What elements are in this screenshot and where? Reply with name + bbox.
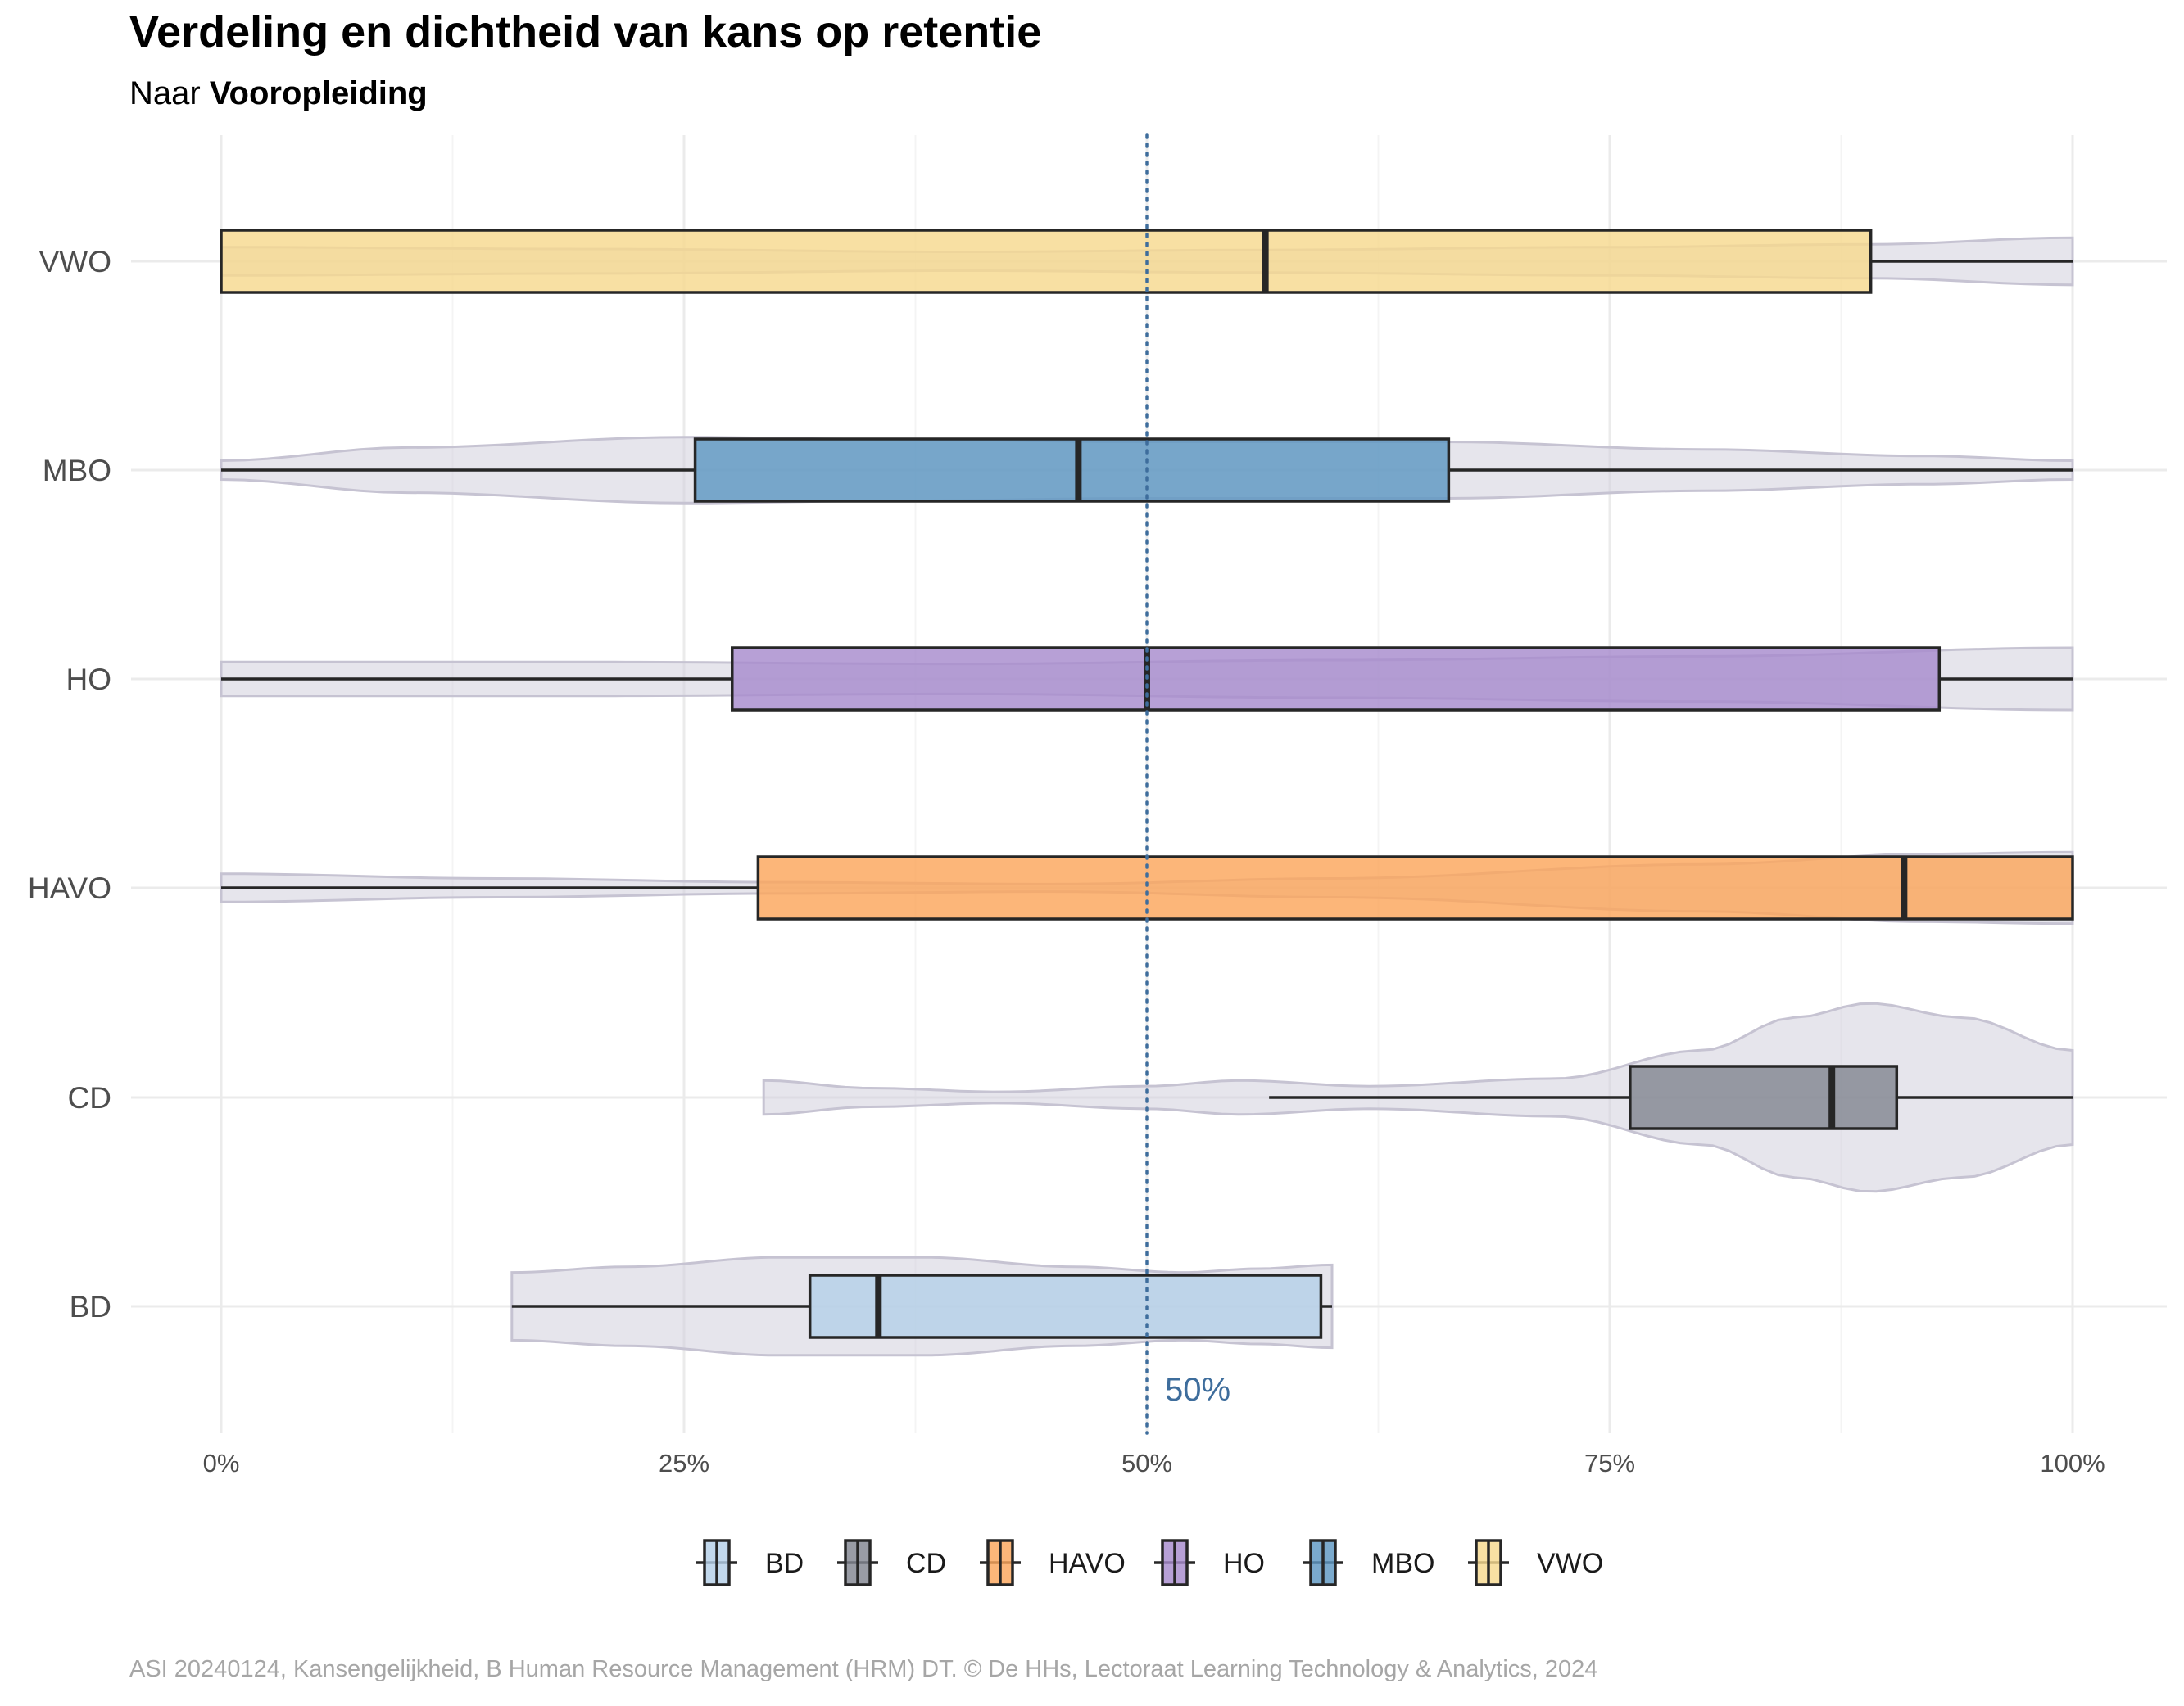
chart-title: Verdeling en dichtheid van kans op reten… (129, 7, 1042, 57)
y-axis: VWO MBO HO HAVO CD BD (28, 245, 111, 1324)
subtitle-bold: Vooropleiding (209, 75, 428, 111)
y-tick-label: VWO (39, 245, 111, 278)
y-tick-label: HAVO (28, 871, 111, 905)
grid-lines (131, 135, 2167, 1433)
chart-caption: ASI 20240124, Kansengelijkheid, B Human … (129, 1656, 1598, 1682)
reference-line-group: 50% (1145, 133, 1230, 1435)
y-tick-label: HO (66, 663, 112, 696)
box-ho (731, 646, 1942, 712)
box-cd (1629, 1065, 1899, 1130)
x-tick-label: 25% (659, 1449, 709, 1477)
legend-label: CD (906, 1548, 946, 1579)
box-mbo (693, 437, 1451, 503)
chart-subtitle: Naar Vooropleiding (129, 75, 428, 112)
y-tick-label: MBO (43, 454, 111, 487)
reference-line-label: 50% (1165, 1372, 1230, 1408)
y-tick-label: CD (68, 1081, 111, 1115)
x-tick-label: 0% (203, 1449, 240, 1477)
legend-label: BD (765, 1548, 804, 1579)
legend-label: VWO (1537, 1548, 1603, 1579)
box-havo (756, 855, 2074, 921)
legend-label: HAVO (1049, 1548, 1126, 1579)
x-axis: 0% 25% 50% 75% 100% (203, 1449, 2105, 1477)
box-bd (808, 1274, 1323, 1339)
y-tick-label: BD (70, 1290, 111, 1324)
x-tick-label: 75% (1584, 1449, 1635, 1477)
x-tick-label: 100% (2040, 1449, 2105, 1477)
box-vwo (220, 229, 1873, 294)
legend: BD CD HAVO HO MBO VWO (696, 1539, 1603, 1586)
legend-label: MBO (1371, 1548, 1434, 1579)
subtitle-prefix: Naar (129, 75, 201, 111)
x-tick-label: 50% (1121, 1449, 1172, 1477)
box-layer (220, 229, 2074, 1339)
legend-label: HO (1223, 1548, 1265, 1579)
